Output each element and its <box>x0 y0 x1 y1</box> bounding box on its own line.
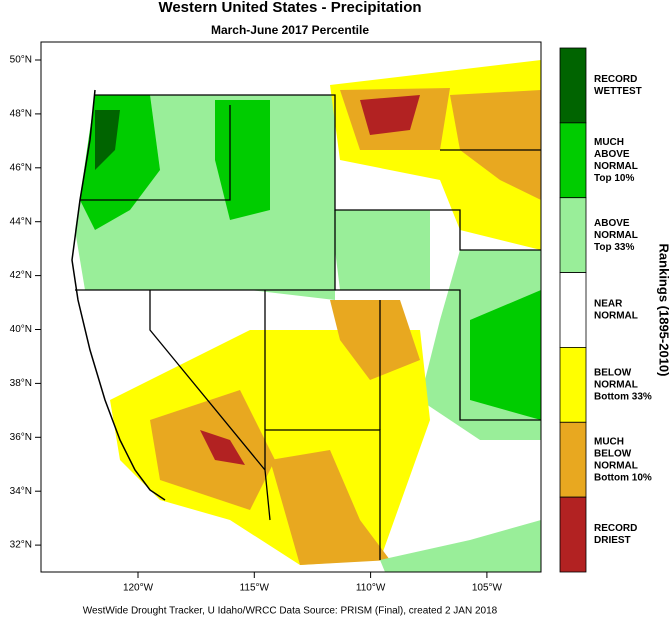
legend-label: BELOW <box>594 367 632 378</box>
region-wet <box>380 520 541 572</box>
lat-label: 44°N <box>10 216 32 227</box>
map <box>40 41 542 573</box>
lon-label: 120°W <box>123 583 154 594</box>
legend-label: NEAR <box>594 299 623 310</box>
legend-label: NORMAL <box>594 379 638 390</box>
map-frame <box>40 41 542 573</box>
legend-label: BELOW <box>594 448 632 459</box>
lat-label: 36°N <box>10 432 32 443</box>
legend-label: Top 33% <box>594 242 634 253</box>
region-wet <box>330 210 430 290</box>
lat-label: 38°N <box>10 378 32 389</box>
region-very-wet <box>470 290 541 420</box>
region-very-dry <box>450 90 541 200</box>
legend-label: ABOVE <box>594 218 630 229</box>
legend-label: MUCH <box>594 137 624 148</box>
coastline <box>71 89 166 501</box>
lat-label: 48°N <box>10 109 32 120</box>
legend-label: NORMAL <box>594 230 638 241</box>
legend-label: NORMAL <box>594 311 638 322</box>
legend-label: NORMAL <box>594 161 638 172</box>
legend-label: NORMAL <box>594 460 638 471</box>
legend-swatch <box>559 421 587 498</box>
legend-label: Bottom 33% <box>594 391 652 402</box>
legend-swatch <box>559 47 587 124</box>
legend-label: WETTEST <box>594 86 642 97</box>
lon-label: 115°W <box>240 583 270 594</box>
lat-label: 42°N <box>10 270 32 281</box>
legend-swatch <box>559 496 587 573</box>
footer: WestWide Drought Tracker, U Idaho/WRCC D… <box>83 606 498 617</box>
coordinate-labels: 50°N 48°N 46°N 44°N 42°N 40°N 38°N 36°N 34°N 32°N… <box>10 55 503 594</box>
region-record-wet <box>95 110 120 170</box>
lat-label: 50°N <box>10 55 32 66</box>
legend-swatch <box>559 347 587 423</box>
legend-title: Rankings (1895-2010) <box>657 244 671 377</box>
lat-label: 34°N <box>10 486 32 497</box>
region-very-dry <box>270 450 390 565</box>
legend-label: Bottom 10% <box>594 472 652 483</box>
region-record-dry <box>360 95 420 135</box>
title: Western United States - Precipitation <box>158 0 421 16</box>
region-very-wet <box>215 100 270 220</box>
legend-label: RECORD <box>594 74 637 85</box>
lat-label: 46°N <box>10 162 32 173</box>
region-record-dry <box>200 430 245 465</box>
lat-label: 32°N <box>10 540 32 551</box>
legend-label: MUCH <box>594 436 624 447</box>
legend-label: Top 10% <box>594 173 634 184</box>
lon-label: 110°W <box>356 583 386 594</box>
legend-label: DRIEST <box>594 535 631 546</box>
legend-swatch <box>559 122 587 199</box>
state-borders <box>75 94 541 560</box>
subtitle: March-June 2017 Percentile <box>211 23 369 37</box>
legend-swatch <box>559 272 587 348</box>
region-very-dry <box>330 300 420 380</box>
legend-label: RECORD <box>594 523 637 534</box>
legend-label: ABOVE <box>594 149 630 160</box>
legend-swatch <box>559 197 587 273</box>
lon-label: 105°W <box>472 583 503 594</box>
lat-label: 40°N <box>10 324 32 335</box>
